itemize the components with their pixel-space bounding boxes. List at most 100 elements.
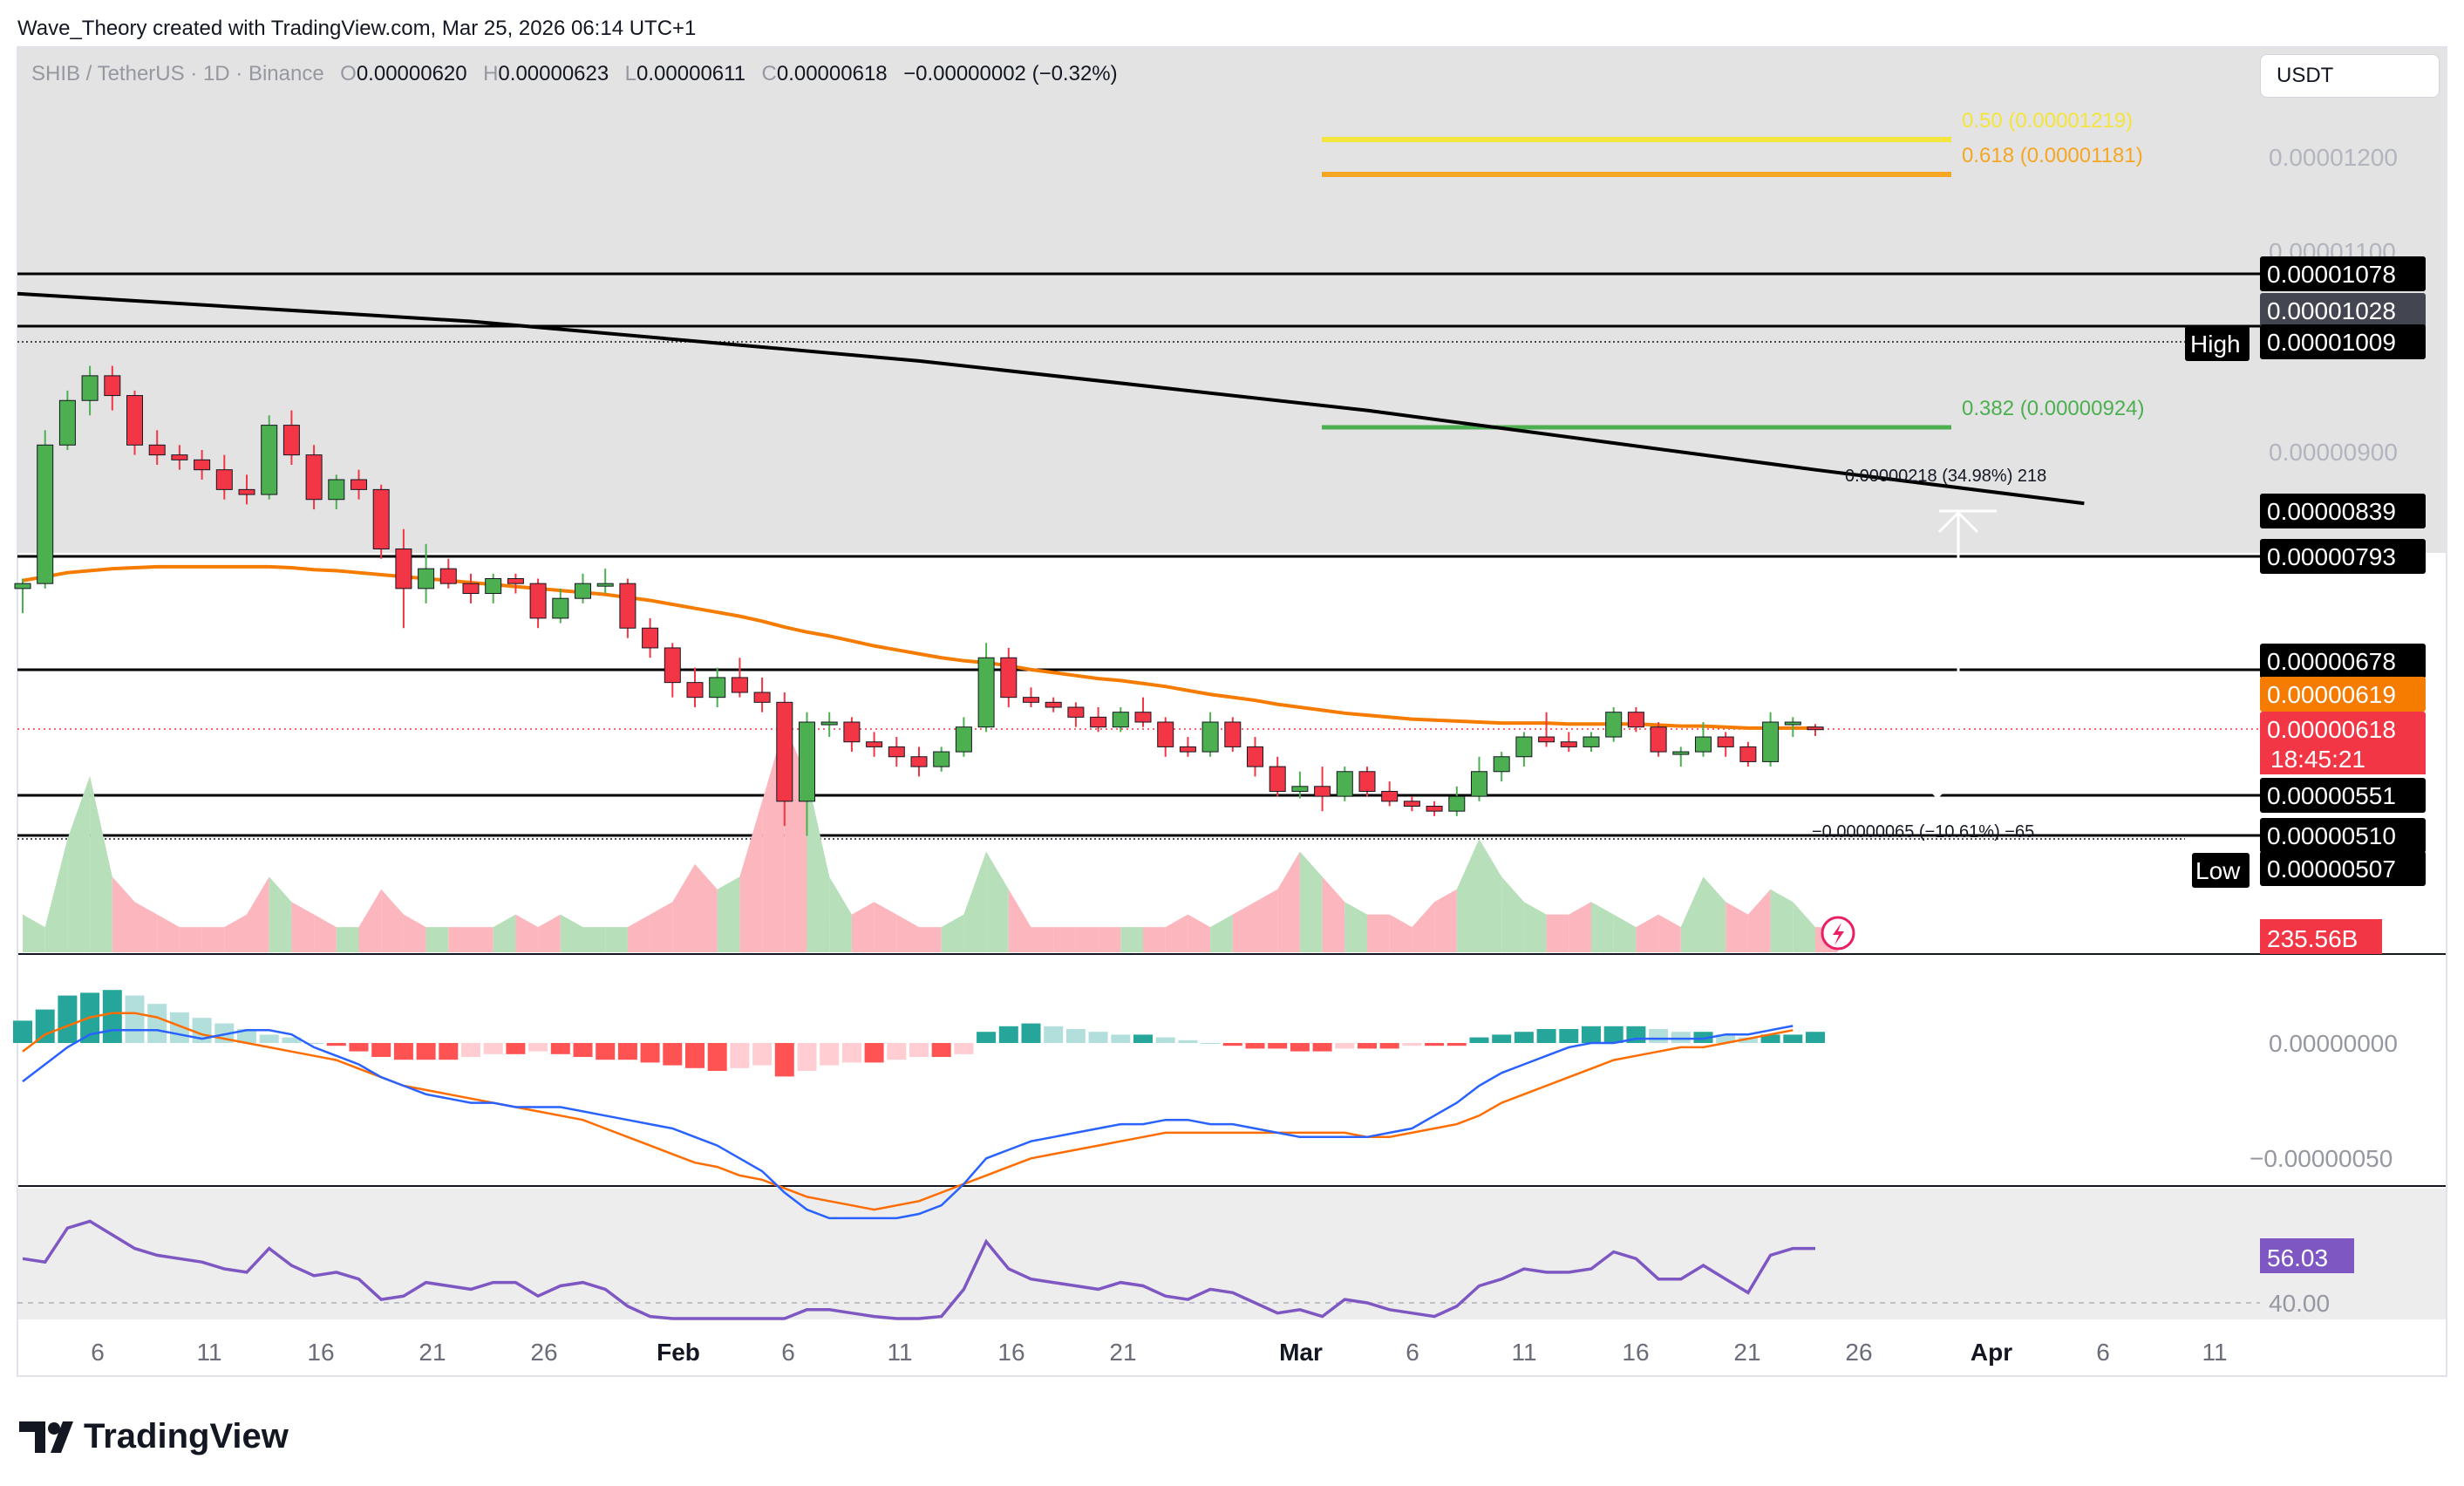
candle: [552, 588, 569, 624]
candle: [1291, 771, 1309, 799]
candle: [1134, 697, 1152, 727]
candle-body: [282, 425, 300, 456]
candle: [1381, 781, 1399, 807]
volume-segment: [358, 889, 382, 952]
macd-histogram-bar: [102, 990, 122, 1043]
candle-body: [215, 469, 233, 490]
candle: [14, 578, 31, 614]
level-1078-text: 0.00001078: [2267, 261, 2396, 288]
candle-body: [1605, 712, 1623, 738]
volume-segment: [291, 902, 315, 952]
macd-histogram-bar: [752, 1043, 773, 1066]
macd-histogram-bar: [617, 1043, 637, 1060]
volume-segment: [1098, 927, 1121, 952]
volume-segment: [381, 889, 404, 952]
candle: [1045, 697, 1062, 712]
candle: [372, 484, 390, 559]
macd-pane-bg: [17, 957, 2447, 1185]
macd-histogram-bar: [304, 1043, 324, 1044]
candle-body: [596, 583, 614, 587]
volume-segment: [425, 927, 449, 952]
volume-segment: [1456, 839, 1480, 952]
countdown-box: [2260, 740, 2426, 774]
candle-body: [1134, 712, 1152, 723]
macd-histogram-bar: [1536, 1029, 1556, 1043]
macd-histogram-bar: [707, 1043, 727, 1071]
time-tick: 11: [887, 1339, 912, 1366]
candle: [596, 569, 614, 594]
candle-body: [1627, 712, 1644, 728]
candle-body: [1314, 786, 1331, 797]
candle-body: [619, 583, 636, 629]
candle: [1493, 752, 1510, 782]
time-tick: Mar: [1279, 1339, 1323, 1366]
time-tick: 6: [781, 1339, 795, 1366]
currency-button[interactable]: USDT: [2260, 54, 2440, 98]
candle-body: [418, 568, 435, 590]
level-510-text: 0.00000510: [2267, 822, 2396, 849]
candle-body: [507, 577, 524, 584]
time-tick: 21: [419, 1339, 446, 1366]
candle-body: [238, 488, 255, 495]
fib-050-label: 0.50 (0.00001219): [1962, 109, 2133, 133]
candle-body: [1381, 790, 1399, 802]
candle: [619, 578, 636, 638]
volume-segment: [1479, 839, 1502, 952]
macd-histogram-bar: [1559, 1029, 1579, 1043]
macd-histogram-bar: [1603, 1026, 1623, 1043]
candle: [238, 474, 255, 505]
candle: [1784, 717, 1801, 738]
candle: [395, 528, 412, 629]
volume-segment: [134, 902, 158, 952]
lightning-icon[interactable]: [1821, 916, 1855, 951]
ema-50-line: [22, 564, 1815, 730]
candle: [776, 692, 793, 827]
candle: [1426, 801, 1443, 816]
volume-segment: [1523, 902, 1547, 952]
candle-body: [1426, 805, 1443, 812]
candle-body: [1784, 721, 1801, 726]
time-tick: Apr: [1971, 1339, 2012, 1366]
candle-body: [1538, 736, 1555, 743]
candle-body: [1471, 771, 1487, 797]
macd-histogram-bar: [1021, 1023, 1041, 1043]
low-value-text: 0.00000507: [2267, 855, 2396, 883]
candle-body: [776, 701, 793, 802]
candle-body: [910, 756, 928, 767]
candle-body: [1201, 721, 1219, 753]
macd-histogram-bar: [1111, 1034, 1131, 1043]
level-551-box: [2260, 778, 2426, 813]
candle-body: [37, 444, 54, 584]
macd-histogram-bar: [573, 1043, 593, 1057]
candle-body: [194, 459, 211, 471]
candle-body: [529, 583, 547, 619]
level-793-text: 0.00000793: [2267, 543, 2396, 570]
volume-segment: [67, 775, 91, 952]
volume-segment: [90, 775, 112, 952]
candle: [104, 365, 121, 411]
candle-body: [977, 657, 995, 728]
macd-histogram-bar: [1065, 1029, 1086, 1043]
candle-body: [372, 488, 390, 549]
macd-histogram-bar: [1178, 1040, 1198, 1043]
logo-text: TradingView: [84, 1417, 289, 1455]
high-value-text: 0.00001009: [2267, 329, 2396, 356]
candle-body: [1224, 721, 1242, 747]
candle: [731, 658, 748, 698]
candle: [843, 717, 861, 753]
candle: [1448, 786, 1466, 816]
chart-border: [17, 46, 2447, 1377]
candle-body: [753, 692, 771, 703]
candle: [261, 415, 278, 500]
upper-shade: [17, 47, 2447, 553]
candle-body: [552, 597, 569, 619]
candle-body: [1090, 716, 1107, 728]
candle: [58, 390, 76, 450]
candle-body: [148, 444, 166, 456]
candle: [1179, 737, 1196, 757]
candle: [282, 410, 300, 466]
macd-histogram-bar: [1290, 1043, 1310, 1052]
time-tick: 26: [1845, 1339, 1872, 1366]
candle-body: [1067, 706, 1085, 718]
macd-tick: 0.00000000: [2269, 1030, 2398, 1057]
